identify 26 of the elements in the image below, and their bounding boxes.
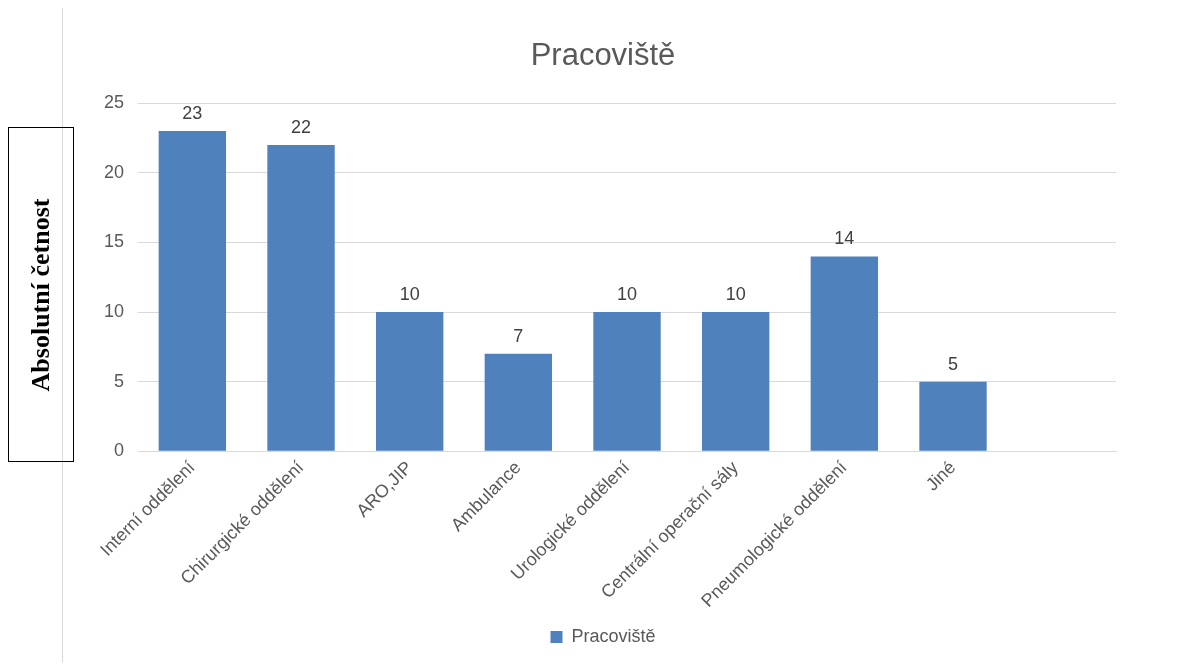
y-tick-label: 0 (114, 440, 125, 461)
chart-title: Pracoviště (530, 37, 676, 73)
legend-label: Pracoviště (571, 625, 656, 646)
y-axis-title: Absolutní četnost (26, 198, 56, 391)
data-label: 5 (948, 353, 959, 374)
y-tick-label: 20 (103, 161, 125, 182)
data-label: 10 (399, 284, 420, 305)
bar (593, 312, 661, 451)
bar (376, 312, 444, 451)
data-label: 23 (182, 103, 203, 124)
data-label: 10 (725, 284, 746, 305)
bar (158, 131, 227, 451)
y-tick-label: 25 (103, 92, 125, 113)
data-label: 10 (617, 284, 638, 305)
x-tick-label: Jiné (921, 457, 960, 495)
bar (810, 256, 879, 451)
y-tick-label: 15 (103, 231, 125, 252)
data-label: 7 (513, 325, 524, 346)
y-tick-label: 5 (114, 370, 125, 391)
bar (919, 381, 987, 451)
bar (267, 144, 335, 451)
data-label: 22 (291, 116, 312, 137)
bar (484, 353, 553, 451)
y-tick-label: 10 (103, 301, 125, 322)
data-label: 14 (834, 228, 855, 249)
bar (701, 312, 770, 451)
